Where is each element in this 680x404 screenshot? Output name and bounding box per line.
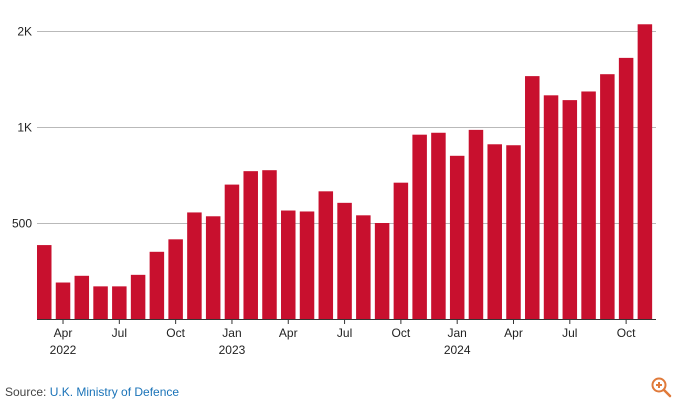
bar: [262, 170, 277, 319]
y-tick-label: 500: [12, 217, 32, 231]
tick-labels: 500 1K 2K Apr 2022 Jul Oct Jan 2023 Apr Jul Oct Jan 2…: [12, 25, 636, 358]
bar: [112, 286, 127, 319]
bar: [318, 191, 334, 319]
zoom-in-icon[interactable]: [650, 376, 672, 398]
bar: [468, 129, 484, 319]
x-tick-label: Jul: [562, 326, 577, 340]
bar: [393, 182, 409, 319]
bar: [337, 202, 352, 319]
y-tick-label: 2K: [17, 25, 32, 39]
source-note: Source: U.K. Ministry of Defence: [5, 385, 179, 399]
x-tick-label: Oct: [166, 326, 185, 340]
x-tick-label: Apr: [279, 326, 298, 340]
x-year-label: 2023: [219, 343, 246, 357]
bar: [581, 91, 596, 319]
bar: [93, 286, 108, 319]
source-prefix: Source:: [5, 385, 50, 399]
bar-chart: 500 1K 2K Apr 2022 Jul Oct Jan 2023 Apr Jul Oct Jan 2…: [12, 24, 656, 358]
bar: [562, 100, 578, 320]
x-tick-label: Jan: [222, 326, 241, 340]
bar: [281, 210, 296, 319]
x-tick-label: Apr: [504, 326, 523, 340]
bar: [37, 245, 52, 319]
bar: [412, 134, 427, 319]
bar: [149, 251, 165, 319]
bar: [618, 57, 634, 319]
bar: [374, 223, 390, 319]
bar: [506, 145, 521, 319]
x-tick-label: Jan: [448, 326, 467, 340]
y-tick-label: 1K: [17, 121, 32, 135]
bar: [205, 216, 221, 319]
bar: [224, 184, 240, 319]
bar: [356, 215, 371, 319]
x-year-label: 2022: [50, 343, 77, 357]
source-link[interactable]: U.K. Ministry of Defence: [49, 385, 180, 399]
bar: [637, 24, 653, 320]
bar: [449, 155, 465, 319]
bar: [525, 76, 540, 320]
x-tick-label: Jul: [112, 326, 127, 340]
bars: [37, 24, 653, 320]
bar: [187, 212, 202, 319]
bar: [299, 211, 315, 319]
x-tick-label: Oct: [392, 326, 411, 340]
bar: [243, 171, 258, 319]
x-tick-label: Jul: [337, 326, 352, 340]
bar: [431, 132, 446, 319]
bar: [130, 274, 146, 319]
bar: [487, 144, 502, 319]
bar: [168, 239, 183, 319]
x-year-label: 2024: [444, 343, 471, 357]
bar: [55, 282, 71, 319]
x-tick-label: Apr: [54, 326, 73, 340]
bar: [74, 275, 90, 319]
bar: [543, 95, 559, 319]
bar: [600, 74, 615, 319]
axes: [37, 319, 656, 324]
x-tick-label: Oct: [617, 326, 636, 340]
